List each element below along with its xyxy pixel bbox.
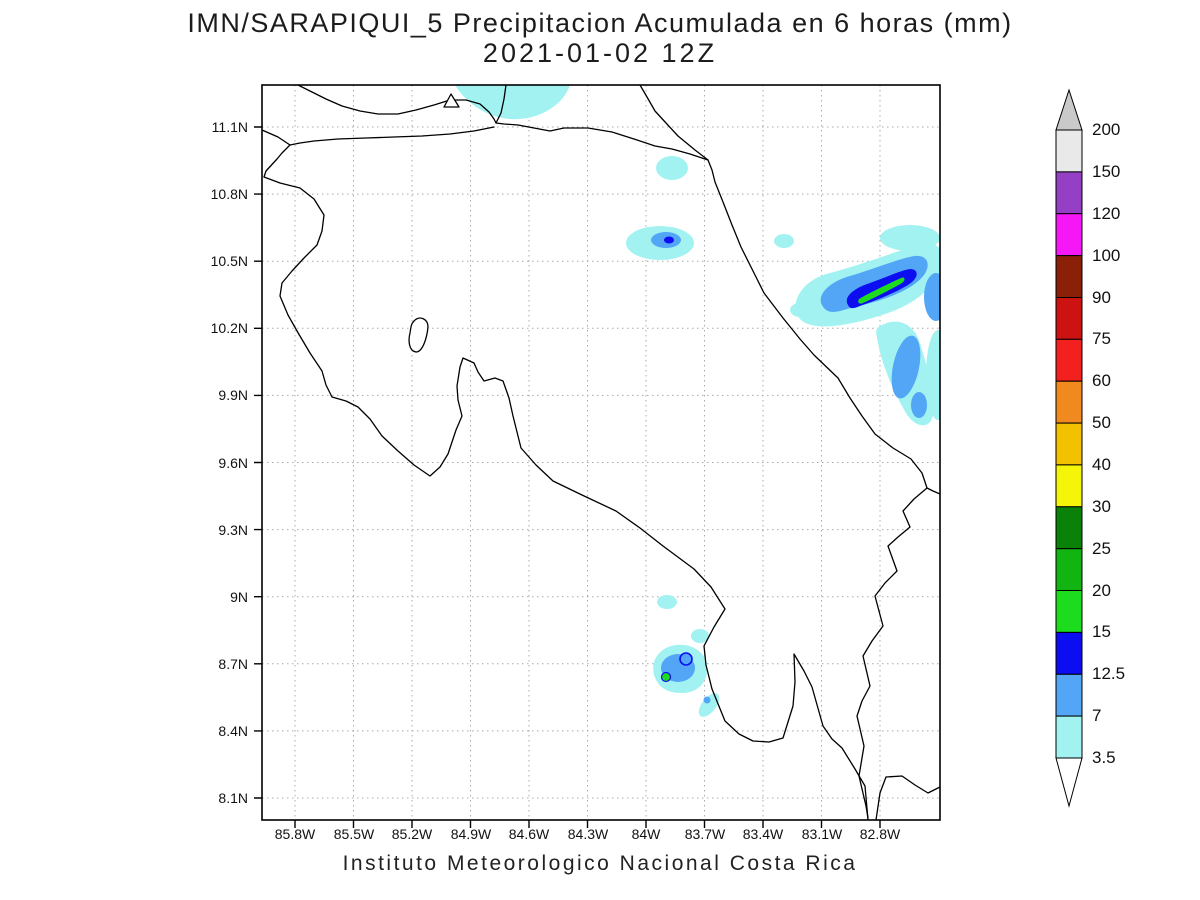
colorbar-label: 200 [1092, 120, 1121, 139]
lon-tick-label: 85.5W [333, 826, 375, 842]
colorbar-segment [1055, 548, 1083, 592]
lon-tick-label: 84.6W [508, 826, 550, 842]
lon-tick-label: 84W [631, 826, 661, 842]
lat-tick-label: 9.3N [218, 522, 248, 538]
colorbar-segment [1055, 715, 1083, 759]
colorbar-segment [1055, 464, 1083, 508]
lon-tick-label: 85.2W [391, 826, 433, 842]
pacific-coastline [262, 129, 869, 820]
map-frame [261, 84, 941, 821]
colorbar-label: 20 [1092, 581, 1111, 600]
precip-south-dot-a [657, 595, 677, 609]
lat-tick-label: 9.6N [218, 455, 248, 471]
chart-subtitle: 2021-01-02 12Z [482, 38, 718, 68]
colorbar-segment [1055, 129, 1083, 173]
precipitation-shading [455, 85, 940, 717]
colorbar-segment [1055, 506, 1083, 550]
lat-tick-label: 9.9N [218, 387, 248, 403]
colorbar-label: 40 [1092, 455, 1111, 474]
lon-tick-label: 85.8W [274, 826, 316, 842]
lake-island [443, 93, 460, 108]
colorbar-segment [1055, 255, 1083, 299]
precip-ne-green-core [858, 277, 905, 304]
colorbar-label: 100 [1092, 246, 1121, 265]
precip-south-streak-core [703, 696, 711, 704]
lat-tick-label: 10.8N [210, 186, 248, 202]
lat-tick-label: 10.5N [210, 253, 248, 269]
precip-mid-blue-core [664, 236, 674, 244]
colorbar-segment [1055, 631, 1083, 675]
lat-tick-label: 10.2N [210, 320, 248, 336]
colorbar-top-arrow [1055, 88, 1083, 131]
precip-ne-cyan-top [880, 225, 940, 251]
lon-tick-label: 83.1W [801, 826, 843, 842]
colorbar-label: 50 [1092, 413, 1111, 432]
precip-ne-cyan-dot-b [790, 303, 810, 317]
precip-patch-north-edge [455, 85, 570, 120]
chart-title: IMN/SARAPIQUI_5 Precipitacion Acumulada … [187, 8, 1013, 38]
colorbar-segment [1055, 213, 1083, 257]
precip-ne-cyan-edge [926, 330, 940, 420]
precip-south-dot-b [691, 629, 709, 643]
lon-tick-label: 82.8W [859, 826, 901, 842]
colorbar [1055, 88, 1083, 808]
precip-ne-cyan-dot-a [774, 234, 794, 248]
precip-south-blue-ring [679, 652, 693, 666]
precip-ne-lightblue-tail2 [911, 392, 927, 418]
colorbar-label: 3.5 [1092, 748, 1116, 767]
precip-south-streak [698, 693, 720, 717]
lon-tick-label: 84.9W [450, 826, 492, 842]
axis-ticks [254, 126, 881, 828]
source-caption: Instituto Meteorologico Nacional Costa R… [342, 852, 858, 875]
colorbar-label: 120 [1092, 204, 1121, 223]
coastlines [262, 85, 940, 820]
lon-tick-label: 83.7W [684, 826, 726, 842]
panama-pacific-coastline [875, 775, 940, 820]
lat-tick-label: 11.1N [211, 119, 248, 135]
lat-tick-label: 8.7N [218, 656, 248, 672]
lake-nicaragua-shore [297, 85, 507, 124]
colorbar-label: 25 [1092, 539, 1111, 558]
colorbar-label: 90 [1092, 288, 1111, 307]
caribbean-coastline [639, 85, 940, 495]
lake-arenal [408, 317, 429, 353]
lon-tick-label: 84.3W [567, 826, 609, 842]
precip-ne-lightblue-tail [891, 335, 921, 399]
colorbar-segment [1055, 380, 1083, 424]
precip-ne-lightblue-edge [924, 273, 940, 321]
colorbar-segment [1055, 673, 1083, 717]
colorbar-label: 150 [1092, 162, 1121, 181]
colorbar-bottom-arrow [1055, 757, 1083, 808]
lon-tick-label: 83.4W [742, 826, 784, 842]
colorbar-label: 30 [1092, 497, 1111, 516]
colorbar-label: 60 [1092, 371, 1111, 390]
lat-tick-label: 8.1N [218, 790, 248, 806]
precip-south-green-dot [660, 671, 672, 683]
lat-tick-label: 9N [230, 589, 248, 605]
colorbar-segment [1055, 590, 1083, 633]
colorbar-label: 75 [1092, 329, 1111, 348]
colorbar-label: 7 [1092, 706, 1102, 725]
colorbar-segment [1055, 297, 1083, 340]
colorbar-segment [1055, 422, 1083, 466]
colorbar-label: 12.5 [1092, 664, 1126, 683]
colorbar-label: 15 [1092, 622, 1111, 641]
colorbar-segment [1055, 171, 1083, 215]
panama-border [856, 487, 928, 819]
san-juan-river-border [495, 122, 709, 161]
map-plot [254, 84, 941, 828]
nicaragua-border [289, 126, 495, 146]
lat-tick-label: 8.4N [218, 723, 248, 739]
colorbar-segment [1055, 338, 1083, 382]
map-gridlines [262, 85, 940, 820]
precip-spot-small [656, 156, 688, 180]
